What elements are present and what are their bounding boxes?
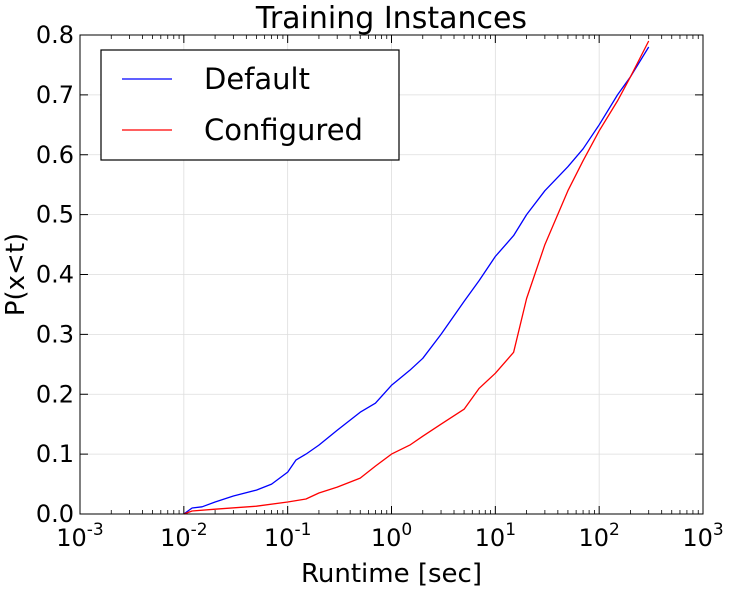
x-tick-base: 10 [682,524,713,552]
x-tick-label: 100 [371,520,412,552]
x-tick-label: 103 [682,520,723,552]
x-tick-label: 102 [578,520,619,552]
x-tick-exponent: 3 [713,520,724,540]
x-tick-label: 10-3 [56,520,104,552]
x-axis-label: Runtime [sec] [301,559,482,589]
x-tick-label: 101 [475,520,516,552]
y-tick-label: 0.1 [36,440,74,468]
x-tick-base: 10 [475,524,506,552]
series-lines [183,40,650,515]
series-line-configured [183,40,650,515]
chart-title: Training Instances [255,1,527,36]
legend-box [100,49,400,161]
x-tick-exponent: -2 [191,520,208,540]
y-tick-label: 0.2 [36,380,74,408]
series-line-default [183,46,650,515]
y-tick-label: 0.0 [36,500,74,528]
x-tick-base: 10 [264,524,295,552]
x-tick-exponent: -3 [87,520,104,540]
x-tick-exponent: -1 [294,520,311,540]
x-tick-exponent: 2 [609,520,620,540]
y-tick-label: 0.6 [36,141,74,169]
y-tick-label: 0.8 [36,21,74,49]
y-tick-label: 0.4 [36,261,74,289]
x-tick-label: 10-1 [264,520,312,552]
legend-label-default: Default [204,62,310,96]
x-tick-exponent: 1 [505,520,516,540]
x-tick-base: 10 [371,524,402,552]
y-tick-label: 0.7 [36,81,74,109]
axis-ticks [79,34,704,515]
y-axis-label: P(x<t) [1,233,31,316]
y-tick-label: 0.3 [36,320,74,348]
y-tick-label: 0.5 [36,201,74,229]
x-tick-labels: 10-3 10-2 10-1 100 101 102 103 [56,520,723,552]
x-tick-base: 10 [56,524,87,552]
x-tick-label: 10-2 [160,520,208,552]
x-tick-base: 10 [160,524,191,552]
y-tick-labels: 0.0 0.1 0.2 0.3 0.4 0.5 0.6 0.7 0.8 [36,21,74,528]
legend: Default Configured [100,49,400,161]
legend-label-configured: Configured [204,113,363,147]
x-tick-exponent: 0 [401,520,412,540]
x-tick-base: 10 [578,524,609,552]
